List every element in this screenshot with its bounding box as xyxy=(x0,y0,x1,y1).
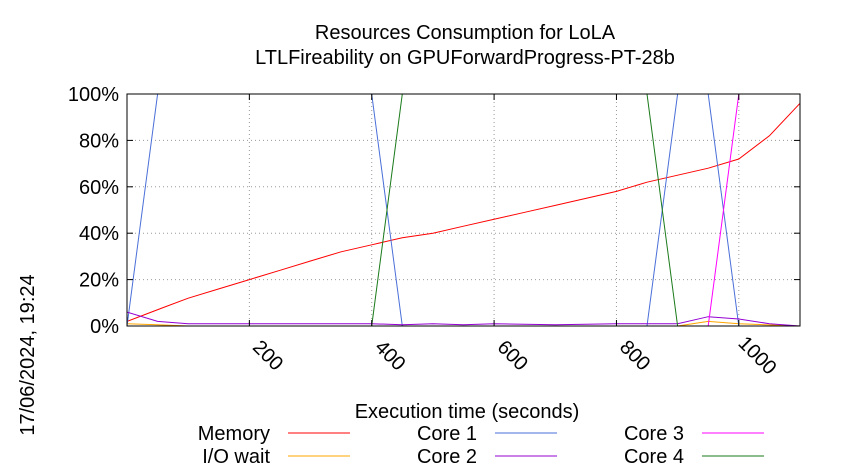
legend-label: Core 4 xyxy=(624,446,684,468)
chart-title: Resources Consumption for LoLA xyxy=(315,22,616,44)
y-tick-label: 100% xyxy=(68,84,119,106)
y-tick-label: 40% xyxy=(79,223,119,245)
series-line-memory xyxy=(126,102,801,322)
y-tick-label: 0% xyxy=(90,316,119,338)
legend-label: Core 2 xyxy=(417,446,477,468)
grid xyxy=(127,94,800,326)
series-line-core-4 xyxy=(127,93,800,327)
x-tick-label: 800 xyxy=(615,336,654,375)
y-tick-label: 80% xyxy=(79,130,119,152)
chart-subtitle: LTLFireability on GPUForwardProgress-PT-… xyxy=(255,47,675,69)
series-line-core-1 xyxy=(126,93,800,327)
legend-label: Memory xyxy=(198,423,270,445)
legend-label: I/O wait xyxy=(202,446,270,468)
x-tick-label: 400 xyxy=(370,336,409,375)
legend-label: Core 3 xyxy=(624,423,684,445)
timestamp-label: 17/06/2024, 19:24 xyxy=(17,274,39,435)
y-tick-label: 20% xyxy=(79,270,119,292)
legend-label: Core 1 xyxy=(417,423,477,445)
ticks: 0% 20% 40% 60% 80% 100% 200 400 600 800 1000 xyxy=(68,84,800,379)
x-tick-label: 600 xyxy=(493,336,532,375)
plot-frame xyxy=(126,93,801,327)
y-tick-label: 60% xyxy=(79,177,119,199)
series-line-core-2 xyxy=(126,311,801,327)
x-tick-label: 200 xyxy=(248,336,287,375)
x-axis-label: Execution time (seconds) xyxy=(355,401,580,423)
series-line-core-3 xyxy=(127,93,800,327)
x-tick-label: 1000 xyxy=(734,332,781,379)
series-group xyxy=(126,93,801,327)
